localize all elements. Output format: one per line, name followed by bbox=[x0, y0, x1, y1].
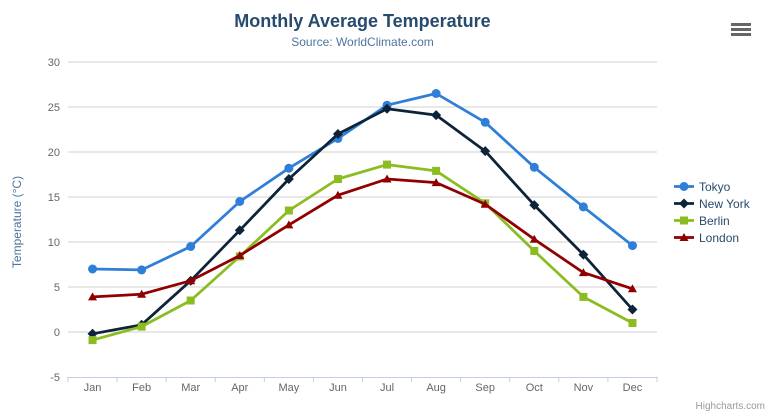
data-point-marker[interactable] bbox=[679, 233, 689, 241]
data-point-marker[interactable] bbox=[383, 160, 392, 169]
chart-legend: Tokyo New York Berlin London bbox=[674, 178, 750, 246]
data-point-marker[interactable] bbox=[431, 110, 442, 121]
data-point-marker[interactable] bbox=[284, 220, 294, 229]
x-axis-label: Aug bbox=[426, 382, 446, 394]
data-point-marker[interactable] bbox=[432, 166, 441, 175]
x-axis-label: Apr bbox=[231, 382, 248, 394]
data-point-marker[interactable] bbox=[88, 264, 98, 274]
data-point-marker[interactable] bbox=[627, 241, 637, 251]
legend-triangle-icon bbox=[674, 233, 694, 241]
x-axis-label: Nov bbox=[574, 382, 594, 394]
data-point-marker[interactable] bbox=[480, 146, 491, 157]
data-point-marker[interactable] bbox=[88, 292, 98, 301]
series-line-london[interactable] bbox=[91, 177, 634, 299]
data-point-marker[interactable] bbox=[628, 319, 637, 327]
data-point-marker[interactable] bbox=[529, 162, 539, 172]
data-point-marker[interactable] bbox=[137, 322, 146, 331]
hamburger-menu-icon bbox=[731, 22, 751, 36]
legend-label: Tokyo bbox=[699, 179, 731, 194]
series-new-york[interactable] bbox=[87, 103, 638, 339]
x-axis-label: Feb bbox=[132, 382, 151, 394]
series-tokyo[interactable] bbox=[88, 89, 637, 275]
series-line-berlin[interactable] bbox=[91, 163, 634, 342]
data-point-marker[interactable] bbox=[627, 284, 637, 293]
data-point-marker[interactable] bbox=[235, 197, 245, 206]
data-point-marker[interactable] bbox=[431, 178, 441, 187]
data-point-marker[interactable] bbox=[579, 292, 588, 301]
data-point-marker[interactable] bbox=[529, 234, 539, 243]
data-point-marker[interactable] bbox=[578, 268, 588, 277]
legend-label: New York bbox=[699, 196, 750, 211]
data-point-marker[interactable] bbox=[186, 242, 196, 251]
data-point-marker[interactable] bbox=[480, 199, 490, 208]
x-axis-label: Jul bbox=[380, 382, 394, 394]
x-axis-label: Sep bbox=[475, 382, 495, 394]
data-point-marker[interactable] bbox=[332, 129, 343, 139]
data-point-marker[interactable] bbox=[186, 296, 195, 305]
x-axis-label: May bbox=[278, 382, 299, 394]
data-point-marker[interactable] bbox=[679, 198, 689, 209]
data-point-marker[interactable] bbox=[284, 206, 293, 215]
y-axis-label: 5 bbox=[54, 282, 60, 294]
y-axis-label: 25 bbox=[48, 102, 60, 114]
legend-item-tokyo[interactable]: Tokyo bbox=[674, 178, 750, 195]
data-point-marker[interactable] bbox=[283, 174, 294, 184]
data-point-marker[interactable] bbox=[333, 175, 342, 183]
data-point-marker[interactable] bbox=[627, 304, 638, 315]
series-line-new-york[interactable] bbox=[91, 107, 634, 336]
legend-circle-icon bbox=[674, 182, 694, 191]
data-point-marker[interactable] bbox=[578, 249, 589, 260]
x-axis-label: Dec bbox=[623, 382, 643, 394]
data-point-marker[interactable] bbox=[235, 251, 245, 259]
legend-label: London bbox=[699, 230, 740, 245]
data-point-marker[interactable] bbox=[382, 103, 393, 114]
highcharts-credits-link[interactable]: Highcharts.com bbox=[695, 401, 765, 412]
chart-title: Monthly Average Temperature bbox=[234, 11, 491, 31]
data-point-marker[interactable] bbox=[431, 89, 441, 98]
legend-item-new-york[interactable]: New York bbox=[674, 195, 750, 212]
data-point-marker[interactable] bbox=[529, 200, 540, 211]
data-point-marker[interactable] bbox=[88, 336, 97, 345]
data-point-marker[interactable] bbox=[186, 276, 196, 285]
x-axis-label: Mar bbox=[181, 382, 200, 394]
y-axis-label: -5 bbox=[50, 372, 60, 384]
chart-subtitle: Source: WorldClimate.com bbox=[291, 35, 434, 49]
data-point-marker[interactable] bbox=[137, 289, 147, 298]
y-axis-title: Temperature (°C) bbox=[10, 175, 24, 269]
legend-item-berlin[interactable]: Berlin bbox=[674, 212, 750, 229]
data-point-marker[interactable] bbox=[234, 225, 245, 236]
data-point-marker[interactable] bbox=[382, 174, 392, 183]
data-point-marker[interactable] bbox=[137, 265, 147, 275]
series-london[interactable] bbox=[88, 174, 637, 301]
x-axis-label: Jun bbox=[329, 382, 347, 394]
y-axis-label: 10 bbox=[48, 237, 60, 249]
data-point-marker[interactable] bbox=[680, 216, 688, 225]
data-point-marker[interactable] bbox=[284, 163, 294, 173]
y-axis-label: 15 bbox=[48, 192, 60, 204]
legend-square-icon bbox=[674, 216, 694, 225]
x-axis-label: Jan bbox=[84, 382, 102, 394]
y-axis-label: 30 bbox=[48, 57, 60, 69]
legend-diamond-icon bbox=[674, 198, 694, 209]
chart-context-menu-button[interactable] bbox=[729, 20, 753, 38]
data-point-marker[interactable] bbox=[333, 190, 343, 199]
data-point-marker[interactable] bbox=[679, 182, 689, 191]
x-axis-label: Oct bbox=[526, 382, 543, 394]
legend-item-london[interactable]: London bbox=[674, 229, 750, 246]
data-point-marker[interactable] bbox=[530, 247, 539, 255]
data-point-marker[interactable] bbox=[578, 202, 588, 212]
y-axis-label: 0 bbox=[54, 327, 60, 339]
y-axis-label: 20 bbox=[48, 147, 60, 159]
legend-label: Berlin bbox=[699, 213, 730, 228]
data-point-marker[interactable] bbox=[480, 117, 490, 127]
